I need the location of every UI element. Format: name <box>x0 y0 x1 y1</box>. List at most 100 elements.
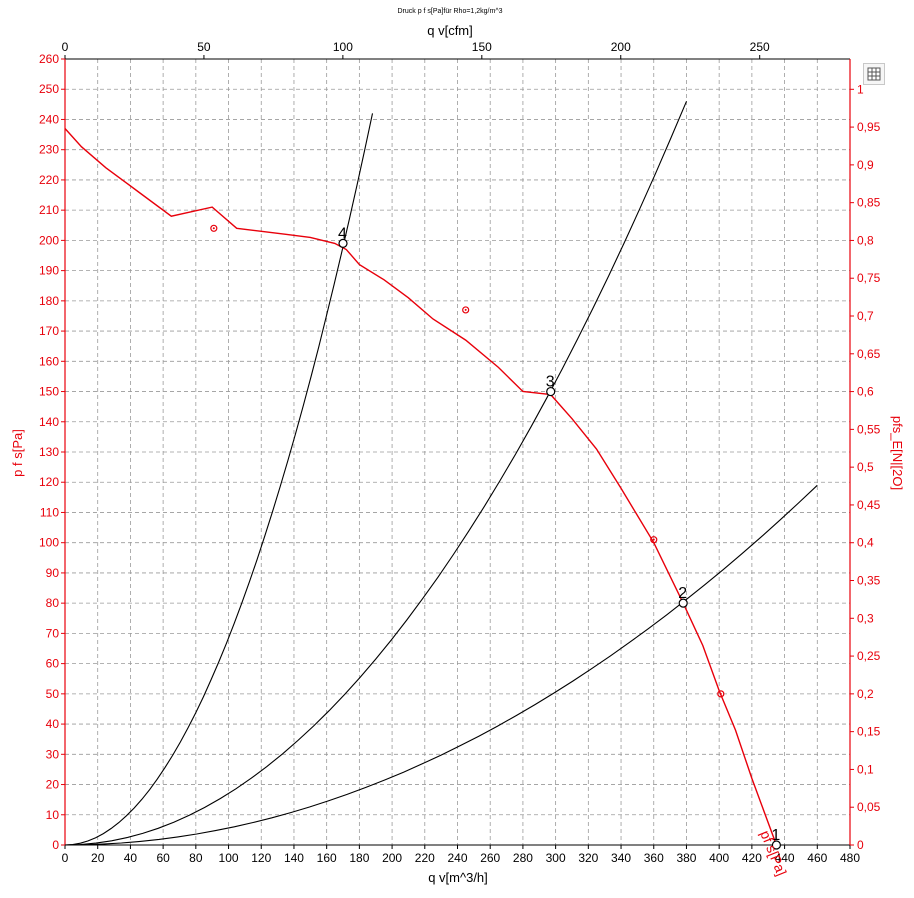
x-tick-label: 160 <box>317 851 337 865</box>
y2-tick-label: 1 <box>857 82 864 96</box>
red-marker-dot <box>464 308 467 311</box>
right-axis-label: pfs_E[N|[2O] <box>890 416 905 490</box>
y-tick-label: 160 <box>39 354 59 368</box>
y2-tick-label: 0 <box>857 838 864 852</box>
y2-tick-label: 0,5 <box>857 460 874 474</box>
grid <box>65 59 850 845</box>
y2-tick-label: 0,55 <box>857 422 881 436</box>
y-tick-label: 50 <box>46 687 60 701</box>
red-marker-dot <box>652 538 655 541</box>
y2-tick-label: 0,95 <box>857 120 881 134</box>
points-layer: 1 2 3 4 <box>210 224 782 850</box>
x-tick-label: 60 <box>156 851 170 865</box>
y-tick-label: 220 <box>39 173 59 187</box>
red-marker-dot <box>212 227 215 230</box>
y2-tick-label: 0,15 <box>857 725 881 739</box>
y2-tick-label: 0,1 <box>857 762 874 776</box>
y-tick-label: 240 <box>39 112 59 126</box>
x-tick-label: 360 <box>644 851 664 865</box>
x-tick-label: 280 <box>513 851 533 865</box>
y-tick-label: 250 <box>39 82 59 96</box>
x-tick-label: 440 <box>775 851 795 865</box>
x-tick-label: 200 <box>382 851 402 865</box>
system-curve-1 <box>64 113 374 846</box>
system-curve-2 <box>64 101 688 846</box>
x-tick-label: 220 <box>415 851 435 865</box>
left-axis-label: p f s[Pa] <box>10 429 25 477</box>
x-tick-label: 320 <box>578 851 598 865</box>
y2-tick-label: 0,35 <box>857 574 881 588</box>
y2-tick-label: 0,6 <box>857 385 874 399</box>
red-marker-dot <box>719 692 722 695</box>
x-tick-label: 140 <box>284 851 304 865</box>
x-tick-label: 0 <box>62 851 69 865</box>
y-tick-label: 60 <box>46 657 60 671</box>
x-tick-label: 260 <box>480 851 500 865</box>
y-tick-label: 260 <box>39 52 59 66</box>
y-tick-label: 100 <box>39 536 59 550</box>
y-tick-label: 180 <box>39 294 59 308</box>
y-tick-label: 210 <box>39 203 59 217</box>
y-tick-label: 10 <box>46 808 60 822</box>
y-tick-label: 140 <box>39 415 59 429</box>
x2-tick-label: 150 <box>472 40 492 54</box>
x-tick-label: 340 <box>611 851 631 865</box>
y2-tick-label: 0,7 <box>857 309 874 323</box>
y2-tick-label: 0,8 <box>857 233 874 247</box>
y2-tick-label: 0,05 <box>857 800 881 814</box>
y-tick-label: 80 <box>46 596 60 610</box>
y-tick-label: 120 <box>39 475 59 489</box>
operating-point <box>678 598 688 608</box>
y2-tick-label: 0,65 <box>857 347 881 361</box>
red-marker <box>210 224 218 232</box>
bottom-axis-label: q v[m^3/h] <box>428 870 488 885</box>
x-tick-label: 20 <box>91 851 105 865</box>
x-tick-label: 420 <box>742 851 762 865</box>
x-tick-label: 480 <box>840 851 860 865</box>
y-tick-label: 110 <box>40 505 59 519</box>
y2-tick-label: 0,25 <box>857 649 881 663</box>
y-tick-label: 0 <box>52 838 59 852</box>
x2-tick-label: 50 <box>197 40 211 54</box>
y2-tick-label: 0,4 <box>857 536 874 550</box>
y2-tick-label: 0,45 <box>857 498 881 512</box>
x-tick-label: 80 <box>189 851 203 865</box>
x-tick-label: 40 <box>124 851 138 865</box>
y-tick-label: 90 <box>46 566 60 580</box>
axes: 0 20 40 60 80 100 120 140 160 180 200 220 240 260 280 3… <box>39 40 881 865</box>
fan-curve <box>64 128 778 846</box>
operating-point-label: 4 <box>338 225 347 242</box>
operating-point-label: 2 <box>678 585 687 602</box>
y-tick-label: 70 <box>46 626 60 640</box>
y-tick-label: 190 <box>39 264 59 278</box>
red-marker <box>462 306 470 314</box>
x2-tick-label: 200 <box>611 40 631 54</box>
y2-tick-label: 0,75 <box>857 271 881 285</box>
x-tick-label: 180 <box>349 851 369 865</box>
y2-tick-label: 0,2 <box>857 687 874 701</box>
table-icon[interactable] <box>863 63 885 85</box>
x2-tick-label: 0 <box>62 40 69 54</box>
chart-title: Druck p f s[Pa]für Rho=1,2kg/m^3 <box>397 8 502 15</box>
operating-point <box>338 238 348 249</box>
y2-tick-label: 0,3 <box>857 611 874 625</box>
system-curve-3 <box>64 484 818 846</box>
operating-point <box>771 840 782 850</box>
y-tick-label: 150 <box>39 385 59 399</box>
operating-point-label: 3 <box>546 374 555 391</box>
y-tick-label: 20 <box>46 778 60 792</box>
y-tick-label: 40 <box>46 717 60 731</box>
red-marker <box>717 690 725 698</box>
series-layer <box>64 101 818 846</box>
x-tick-label: 300 <box>546 851 566 865</box>
x-tick-label: 460 <box>807 851 827 865</box>
y2-tick-label: 0,9 <box>857 158 874 172</box>
y-tick-label: 170 <box>39 324 59 338</box>
x2-tick-label: 100 <box>333 40 353 54</box>
x-tick-label: 400 <box>709 851 729 865</box>
y-tick-label: 30 <box>46 747 60 761</box>
y-tick-label: 200 <box>39 233 59 247</box>
y2-tick-label: 0,85 <box>857 196 881 210</box>
operating-point <box>546 386 556 397</box>
y-tick-label: 130 <box>39 445 59 459</box>
